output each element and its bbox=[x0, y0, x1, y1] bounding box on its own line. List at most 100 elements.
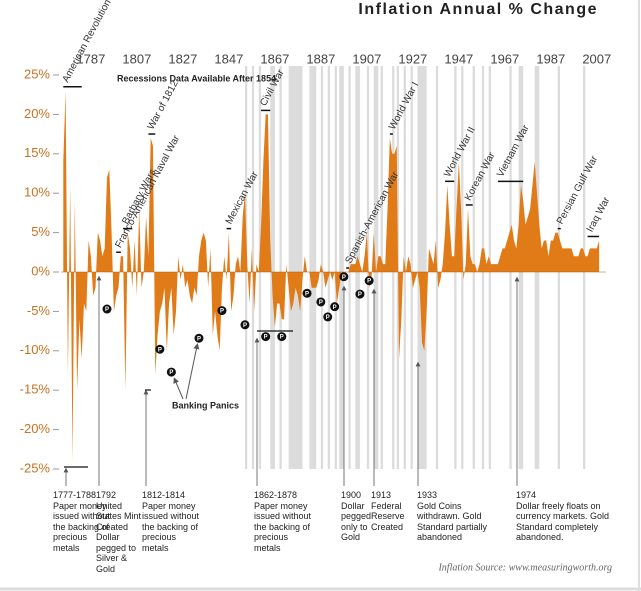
note: 1812-1814 Paper money issued without the … bbox=[142, 490, 204, 553]
x-tick-label: 1987 bbox=[536, 51, 565, 66]
y-tick-label: -20% bbox=[20, 421, 51, 436]
x-tick-label: 1847 bbox=[214, 51, 243, 66]
event-label: Vietnam War bbox=[495, 123, 532, 179]
note-text: Paper money issued without the backing o… bbox=[254, 500, 312, 553]
recession-band bbox=[417, 66, 427, 469]
panic-arrow bbox=[173, 377, 184, 400]
panic-symbol: P bbox=[333, 305, 337, 311]
y-tick-label: 0% bbox=[31, 263, 50, 278]
panic-marker bbox=[339, 272, 349, 282]
x-tick-label: 1827 bbox=[168, 51, 197, 66]
panic-marker bbox=[277, 332, 287, 342]
y-tick-label: 20% bbox=[24, 106, 50, 121]
panic-marker bbox=[302, 288, 312, 298]
panic-marker bbox=[166, 367, 176, 377]
recession-band bbox=[334, 66, 337, 469]
note-label: 1812-1814 bbox=[142, 490, 186, 500]
recession-band bbox=[410, 66, 413, 469]
note: 1974 Dollar freely floats on currency mar… bbox=[516, 490, 614, 543]
panic-marker bbox=[364, 276, 374, 286]
note: 1777-1788 Paper money issued without the … bbox=[53, 490, 111, 553]
event-label: American Revolution bbox=[61, 0, 114, 84]
note-text: United States Mint Created Dollar pegged… bbox=[96, 500, 142, 574]
panic-marker bbox=[323, 312, 333, 322]
event-label: War of 1812 bbox=[146, 78, 181, 131]
x-tick-label: 1927 bbox=[398, 51, 427, 66]
recession-band bbox=[348, 66, 351, 469]
note-label: 1900 bbox=[341, 490, 362, 500]
x-tick-label: 2007 bbox=[582, 51, 611, 66]
note-label: 1792 bbox=[96, 490, 117, 500]
note-text: Gold Coins withdrawn. Gold Standard part… bbox=[417, 500, 488, 543]
recession-band bbox=[309, 66, 317, 469]
panic-symbol: P bbox=[243, 323, 247, 329]
panic-marker bbox=[194, 333, 204, 343]
panic-symbol: P bbox=[169, 370, 173, 376]
note-text: Paper money issued without the backing o… bbox=[142, 500, 200, 553]
panic-symbol: P bbox=[220, 309, 224, 315]
event-label: Mexican War bbox=[224, 169, 261, 226]
panic-marker bbox=[240, 320, 250, 330]
recession-band bbox=[270, 66, 275, 469]
panic-symbol: P bbox=[342, 275, 346, 281]
x-tick-label: 1867 bbox=[260, 51, 289, 66]
y-tick-label: -15% bbox=[20, 382, 51, 397]
event-label: Korean War bbox=[463, 150, 498, 203]
note: 1933 Gold Coins withdrawn. Gold Standard … bbox=[417, 490, 492, 543]
note: 1792 United States Mint Created Dollar pe… bbox=[96, 490, 142, 574]
note: 1862-1878 Paper money issued without the … bbox=[254, 490, 316, 553]
x-tick-label: 1787 bbox=[76, 51, 105, 66]
note-text: Dollar freely floats on currency markets… bbox=[516, 500, 610, 543]
chart-title: Inflation Annual % Change bbox=[358, 1, 598, 18]
panic-marker bbox=[261, 332, 271, 342]
recession-note: Recessions Data Available After 1854 bbox=[117, 73, 276, 83]
y-tick-label: 5% bbox=[31, 224, 50, 239]
panic-label: Banking Panics bbox=[172, 400, 239, 410]
panic-marker bbox=[102, 304, 112, 314]
recession-band bbox=[288, 66, 303, 469]
y-tick-label: 15% bbox=[24, 145, 50, 160]
y-tick-label: -10% bbox=[20, 342, 51, 357]
note-text: Paper money issued without the backing o… bbox=[53, 500, 111, 553]
event-label: World War II bbox=[442, 125, 478, 179]
panic-marker bbox=[355, 289, 365, 299]
x-tick-label: 1887 bbox=[306, 51, 335, 66]
note-text: Dollar pegged only to Gold bbox=[341, 500, 372, 543]
y-tick-label: 25% bbox=[24, 66, 50, 81]
y-tick-label: -25% bbox=[20, 460, 51, 475]
panic-symbol: P bbox=[358, 292, 362, 298]
y-tick-label: 10% bbox=[24, 185, 50, 200]
note-text: Federal Reserve Created bbox=[371, 500, 405, 532]
note-label: 1933 bbox=[417, 490, 438, 500]
inflation-area bbox=[63, 90, 600, 462]
panic-symbol: P bbox=[264, 335, 268, 341]
panic-symbol: P bbox=[367, 279, 371, 285]
panic-symbol: P bbox=[280, 335, 284, 341]
note: 1913 Federal Reserve Created bbox=[371, 490, 411, 532]
event-label: Iraq War bbox=[585, 195, 613, 234]
panic-symbol: P bbox=[197, 336, 201, 342]
recession-band bbox=[373, 66, 379, 469]
source: Inflation Source: www.measuringworth.org bbox=[437, 562, 612, 573]
y-tick-label: -5% bbox=[27, 303, 51, 318]
note: 1900 Dollar pegged only to Gold bbox=[341, 490, 375, 543]
panic-symbol: P bbox=[326, 315, 330, 321]
panic-symbol: P bbox=[105, 307, 109, 313]
x-tick-label: 1967 bbox=[490, 51, 519, 66]
panic-symbol: P bbox=[319, 300, 323, 306]
recession-band bbox=[251, 66, 255, 469]
note-label: 1777-1788 bbox=[53, 490, 97, 500]
note-label: 1913 bbox=[371, 490, 392, 500]
panic-marker bbox=[155, 344, 165, 354]
x-tick-label: 1947 bbox=[444, 51, 473, 66]
x-tick-label: 1907 bbox=[352, 51, 381, 66]
recession-band bbox=[327, 66, 331, 469]
panic-marker bbox=[316, 297, 326, 307]
recession-band bbox=[320, 66, 324, 469]
panic-symbol: P bbox=[305, 291, 309, 297]
x-tick-label: 1807 bbox=[122, 51, 151, 66]
data-layer bbox=[61, 90, 606, 462]
panic-marker bbox=[330, 302, 340, 312]
